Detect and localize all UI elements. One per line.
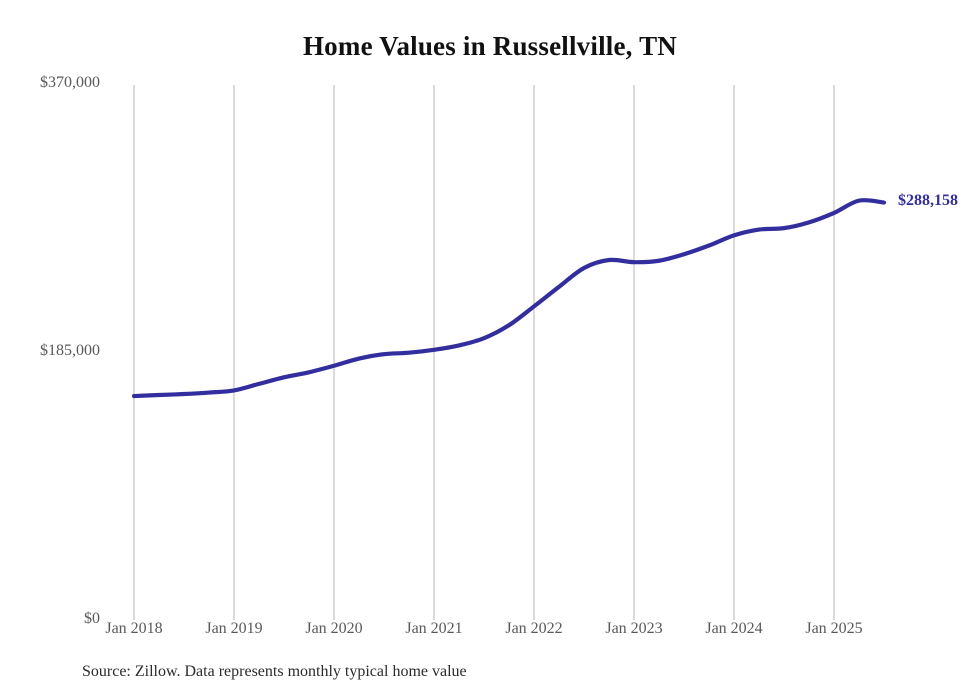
y-axis-tick-label: $370,000 — [40, 74, 100, 91]
vertical-gridlines — [133, 85, 835, 620]
y-axis-tick-label: $0 — [84, 610, 100, 627]
x-axis-tick-label: Jan 2023 — [605, 620, 663, 637]
source-caption: Source: Zillow. Data represents monthly … — [82, 663, 467, 680]
y-axis-tick-label: $185,000 — [40, 342, 100, 359]
x-axis-tick-label: Jan 2021 — [405, 620, 463, 637]
x-axis-tick-label: Jan 2018 — [105, 620, 163, 637]
x-axis-tick-label: Jan 2022 — [505, 620, 563, 637]
x-axis-tick-label: Jan 2025 — [805, 620, 863, 637]
series-line-typical-home-value — [131, 198, 887, 399]
series-end-value-label: $288,158 — [898, 191, 958, 209]
x-axis-tick-label: Jan 2019 — [205, 620, 263, 637]
x-axis-tick-label: Jan 2020 — [305, 620, 363, 637]
x-axis-tick-label: Jan 2024 — [705, 620, 763, 637]
chart-title: Home Values in Russellville, TN — [302, 31, 677, 61]
